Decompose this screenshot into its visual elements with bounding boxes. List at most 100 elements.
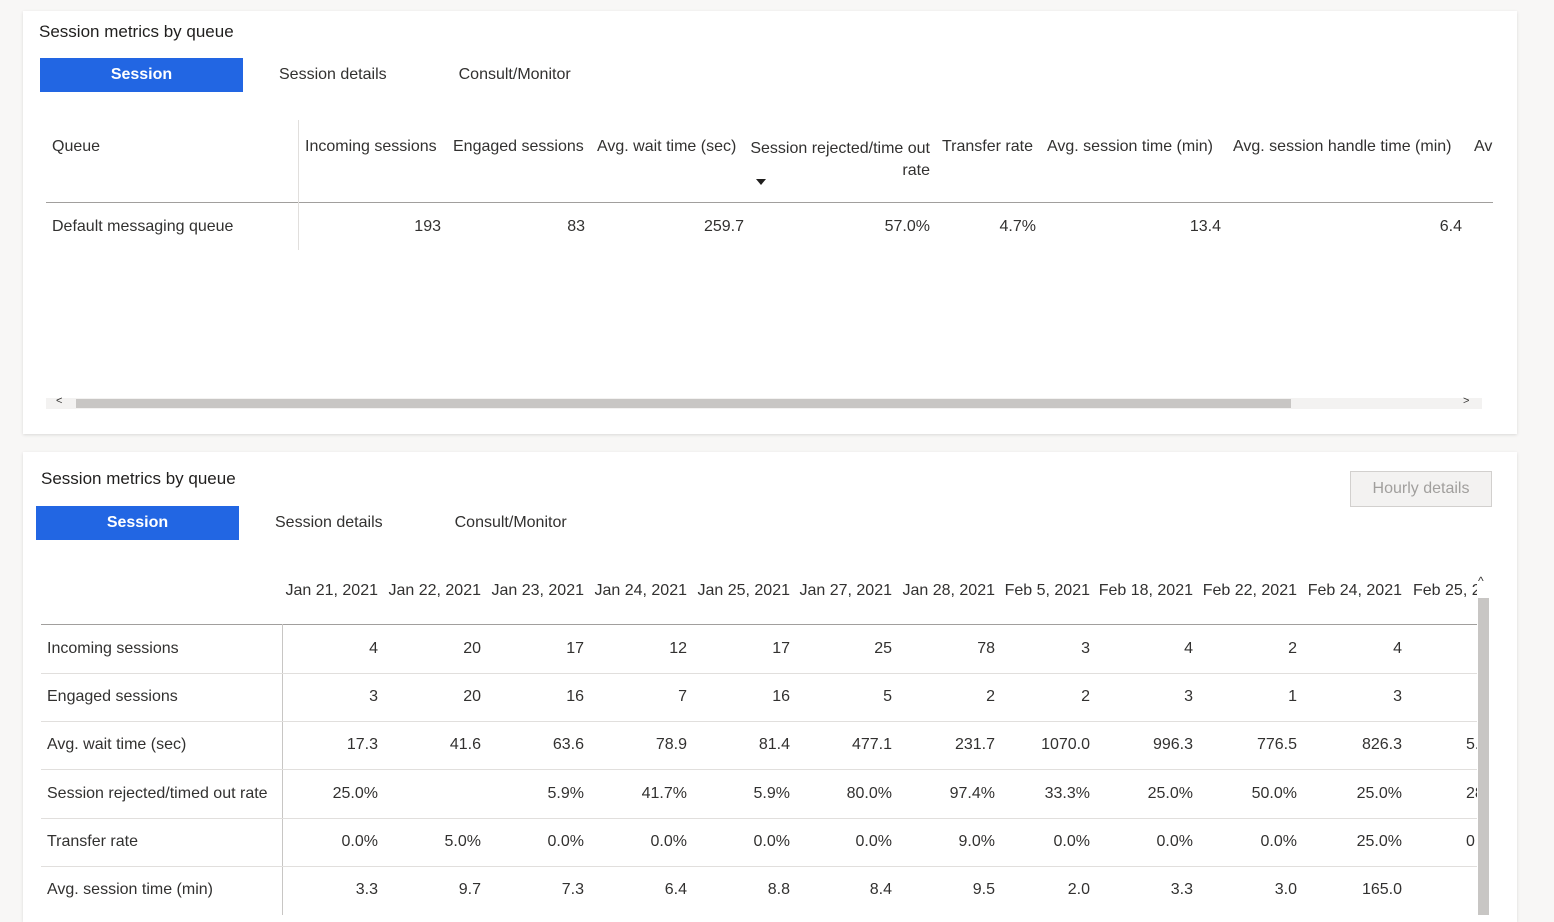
cell-value: 477.1 <box>851 736 892 754</box>
tab-session-details[interactable]: Session details <box>279 66 387 83</box>
hourly-details-button[interactable]: Hourly details <box>1350 471 1492 507</box>
cell-value: 3 <box>1081 640 1090 657</box>
cell-value: 193 <box>414 218 441 235</box>
cell-value: 81.4 <box>758 736 790 754</box>
vertical-scrollbar-thumb[interactable] <box>1478 598 1489 915</box>
row-label: Session rejected/timed out rate <box>47 784 268 802</box>
column-header[interactable]: Incoming sessions <box>305 138 437 155</box>
cell-value: 17 <box>566 640 584 657</box>
bottom-card <box>23 452 1517 922</box>
header-divider <box>46 202 1493 203</box>
cell-value: 7.3 <box>561 881 584 898</box>
column-header-date[interactable]: Feb 18, 2021 <box>1098 582 1193 599</box>
column-header-date[interactable]: Feb 22, 2021 <box>1202 582 1297 599</box>
column-header-date[interactable]: Jan 23, 2021 <box>491 582 584 599</box>
cell-value: 0.0% <box>1156 832 1193 850</box>
column-header[interactable]: Avg. wait time (sec) <box>597 138 737 155</box>
column-header[interactable]: Avg. session handle time (min) <box>1233 138 1452 155</box>
scroll-up-button[interactable]: ^ <box>1478 574 1484 588</box>
column-header-date[interactable]: Feb 5, 2021 <box>1004 582 1090 599</box>
cell-value: 4 <box>369 640 378 657</box>
row-label: Avg. wait time (sec) <box>47 736 187 754</box>
cell-value: 20 <box>463 688 481 706</box>
cell-value: 259.7 <box>703 218 744 235</box>
cell-value: 5.9% <box>753 784 790 802</box>
row-label: Transfer rate <box>47 832 138 850</box>
scroll-right-button[interactable]: > <box>1463 395 1470 407</box>
top-scrollbar-thumb[interactable] <box>76 399 1291 408</box>
cell-value: 0.0% <box>1053 832 1090 850</box>
cell-value: 20 <box>463 640 481 657</box>
column-header-date[interactable]: Jan 21, 2021 <box>285 582 378 599</box>
cell-value: 3 <box>1393 688 1402 706</box>
cell-value: 9.5 <box>972 881 995 898</box>
cell-value: 4 <box>1393 640 1402 657</box>
tab-consult-monitor[interactable]: Consult/Monitor <box>458 66 571 83</box>
cell-value: 9.0% <box>958 832 995 850</box>
cell-value: 826.3 <box>1361 736 1402 754</box>
cell-value: 33.3% <box>1044 784 1090 802</box>
tab-session-summary[interactable]: Session summary <box>40 58 243 117</box>
cell-value: 7 <box>678 688 687 706</box>
cell-value: 5. <box>1466 736 1477 754</box>
row-label: Avg. session time (min) <box>47 881 213 898</box>
tab-session-summary[interactable]: Session summary <box>36 506 239 565</box>
cell-value: 41.6 <box>449 736 481 754</box>
cell-value: 78.9 <box>655 736 687 754</box>
column-header[interactable]: Session rejected/time out rate <box>750 140 930 179</box>
frozen-column-divider <box>298 120 299 250</box>
cell-value: 165.0 <box>1361 881 1402 898</box>
cell-value: 3 <box>1184 688 1193 706</box>
cell-value: 16 <box>566 688 584 706</box>
column-header-date[interactable]: Jan 27, 2021 <box>799 582 892 599</box>
cell-value: 0.0% <box>547 832 584 850</box>
cell-value: 2 <box>1288 640 1297 657</box>
cell-value: 4.7% <box>999 218 1036 235</box>
column-header-date[interactable]: Feb 25, 2 <box>1413 582 1477 599</box>
cell-value: 9.7 <box>458 881 481 898</box>
cell-value: 25.0% <box>1356 784 1402 802</box>
cell-value: 3.3 <box>355 881 378 898</box>
column-header-date[interactable]: Jan 25, 2021 <box>697 582 790 599</box>
cell-value: 4 <box>1184 640 1193 657</box>
cell-value: 0.0% <box>650 832 687 850</box>
column-header[interactable]: Avg. session time (min) <box>1047 138 1213 155</box>
column-header-date[interactable]: Jan 28, 2021 <box>902 582 995 599</box>
column-header[interactable]: Av <box>1474 138 1493 155</box>
cell-value: 25 <box>874 640 892 657</box>
cell-value: 63.6 <box>552 736 584 754</box>
row-divider <box>41 865 1477 867</box>
cell-value: 2 <box>986 688 995 706</box>
cell-value: 97.4% <box>949 784 995 802</box>
tab-consult-monitor[interactable]: Consult/Monitor <box>454 514 567 531</box>
cell-value: 3 <box>369 688 378 706</box>
column-header-date[interactable]: Jan 24, 2021 <box>594 582 687 599</box>
cell-value: 0.0% <box>1260 832 1297 850</box>
tab-session-details[interactable]: Session details <box>275 514 383 531</box>
column-header[interactable]: Engaged sessions <box>453 138 584 155</box>
column-header[interactable]: Transfer rate <box>942 138 1033 155</box>
cell-value: 5 <box>883 688 892 706</box>
cell-value: 5.9% <box>547 784 584 802</box>
sort-descending-icon[interactable] <box>756 179 766 185</box>
cell-value: 8.4 <box>869 881 892 898</box>
row-divider <box>41 673 1477 674</box>
row-label: Incoming sessions <box>47 640 179 657</box>
bottom-title: Session metrics by queue <box>41 469 236 488</box>
cell-value: 25.0% <box>1147 784 1193 802</box>
cell-value: 776.5 <box>1256 736 1297 754</box>
cell-value: 8.8 <box>767 881 790 898</box>
column-header-date[interactable]: Jan 22, 2021 <box>388 582 481 599</box>
cell-value: 0.0% <box>341 832 378 850</box>
cell-value: 25.0% <box>1356 832 1402 850</box>
cell-value: 0 <box>1466 832 1475 850</box>
column-header-queue[interactable]: Queue <box>52 138 101 155</box>
cell-value: 5.0% <box>444 832 481 850</box>
cell-value: 41.7% <box>641 784 687 802</box>
bottom-tabs: Session summary Session details Consult/Mo… <box>36 506 603 565</box>
column-header-date[interactable]: Feb 24, 2021 <box>1307 582 1402 599</box>
scroll-left-button[interactable]: < <box>56 395 63 407</box>
cell-value: 17.3 <box>346 736 378 754</box>
cell-value: 17 <box>772 640 790 657</box>
cell-value: 83 <box>567 218 585 235</box>
